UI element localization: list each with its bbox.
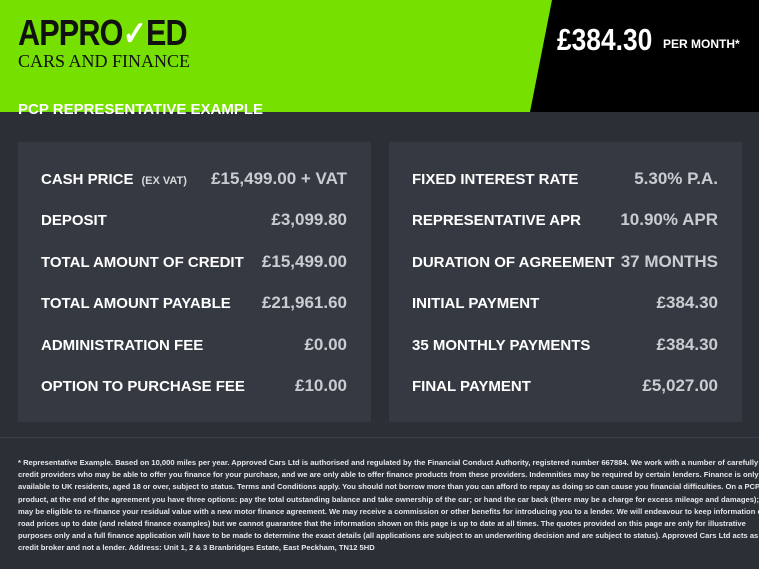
finance-row: REPRESENTATIVE APR 10.90% APR <box>412 210 718 234</box>
logo: APPRO✓ED CARS AND FINANCE <box>18 15 217 72</box>
section-title: PCP REPRESENTATIVE EXAMPLE <box>18 101 264 118</box>
row-value: £15,499.00 <box>261 252 347 271</box>
row-value: £5,027.00 <box>642 376 718 395</box>
disclaimer-line: purposes only and a full finance applica… <box>18 531 759 541</box>
finance-panel-right: FIXED INTEREST RATE 5.30% P.A. REPRESENTAT… <box>389 142 742 422</box>
row-label: REPRESENTATIVE APR <box>412 212 581 229</box>
disclaimer-line: road prices up to date (and related fina… <box>18 519 746 529</box>
row-label: FIXED INTEREST RATE <box>412 171 579 188</box>
finance-row: DURATION OF AGREEMENT 37 MONTHS <box>412 252 718 276</box>
disclaimer: * Representative Example. Based on 10,00… <box>18 457 759 555</box>
row-note: (EX VAT) <box>141 175 187 187</box>
row-value: £384.30 <box>656 293 718 312</box>
per-month-label: PER MONTH* <box>663 37 740 51</box>
finance-panel-left: CASH PRICE (EX VAT) £15,499.00 + VAT DEPOSI… <box>18 142 371 422</box>
disclaimer-line: available to UK residents, aged 18 or ov… <box>18 482 759 492</box>
row-label: TOTAL AMOUNT OF CREDIT <box>41 254 244 271</box>
check-icon: ✓ <box>122 15 147 53</box>
row-value: 37 MONTHS <box>620 252 718 271</box>
logo-text-end: ED <box>145 12 188 53</box>
row-label: CASH PRICE (EX VAT) <box>41 171 187 188</box>
row-value: £3,099.80 <box>271 210 347 229</box>
finance-row: CASH PRICE (EX VAT) £15,499.00 + VAT <box>41 169 347 193</box>
disclaimer-line: credit broker and not a lender. Address:… <box>18 543 375 553</box>
finance-row: ADMINISTRATION FEE £0.00 <box>41 335 347 359</box>
row-value: 5.30% P.A. <box>634 169 718 188</box>
row-value: £10.00 <box>295 376 347 395</box>
row-value: £0.00 <box>304 335 347 354</box>
divider <box>0 437 759 438</box>
logo-subtitle: CARS AND FINANCE <box>18 51 191 71</box>
finance-row: OPTION TO PURCHASE FEE £10.00 <box>41 376 347 400</box>
row-label: DURATION OF AGREEMENT <box>412 254 615 271</box>
disclaimer-line: credit providers who may be able to offe… <box>18 470 759 480</box>
finance-row: 35 MONTHLY PAYMENTS £384.30 <box>412 335 718 359</box>
row-label: FINAL PAYMENT <box>412 378 531 395</box>
logo-text: APPRO <box>18 12 123 53</box>
row-label: TOTAL AMOUNT PAYABLE <box>41 295 231 312</box>
row-label: DEPOSIT <box>41 212 107 229</box>
row-label: INITIAL PAYMENT <box>412 295 540 312</box>
disclaimer-line: may be eligible to re-finance your resid… <box>18 506 759 516</box>
finance-row: TOTAL AMOUNT OF CREDIT £15,499.00 <box>41 252 347 276</box>
finance-row: DEPOSIT £3,099.80 <box>41 210 347 234</box>
finance-row: TOTAL AMOUNT PAYABLE £21,961.60 <box>41 293 347 317</box>
row-value: 10.90% APR <box>620 210 718 229</box>
disclaimer-line: product, at the end of the agreement you… <box>18 494 759 504</box>
row-label: 35 MONTHLY PAYMENTS <box>412 337 591 354</box>
header: APPRO✓ED CARS AND FINANCE £384.30 PER MO… <box>0 0 759 112</box>
row-value: £384.30 <box>656 335 718 354</box>
row-value: £21,961.60 <box>261 293 347 312</box>
finance-row: INITIAL PAYMENT £384.30 <box>412 293 718 317</box>
row-label: OPTION TO PURCHASE FEE <box>41 378 245 395</box>
finance-row: FIXED INTEREST RATE 5.30% P.A. <box>412 169 718 193</box>
disclaimer-line: * Representative Example. Based on 10,00… <box>18 458 759 467</box>
row-value: £15,499.00 + VAT <box>211 169 347 188</box>
row-label: ADMINISTRATION FEE <box>41 337 204 354</box>
monthly-price: £384.30 <box>557 22 653 57</box>
monthly-price-box <box>530 0 759 112</box>
finance-row: FINAL PAYMENT £5,027.00 <box>412 376 718 400</box>
